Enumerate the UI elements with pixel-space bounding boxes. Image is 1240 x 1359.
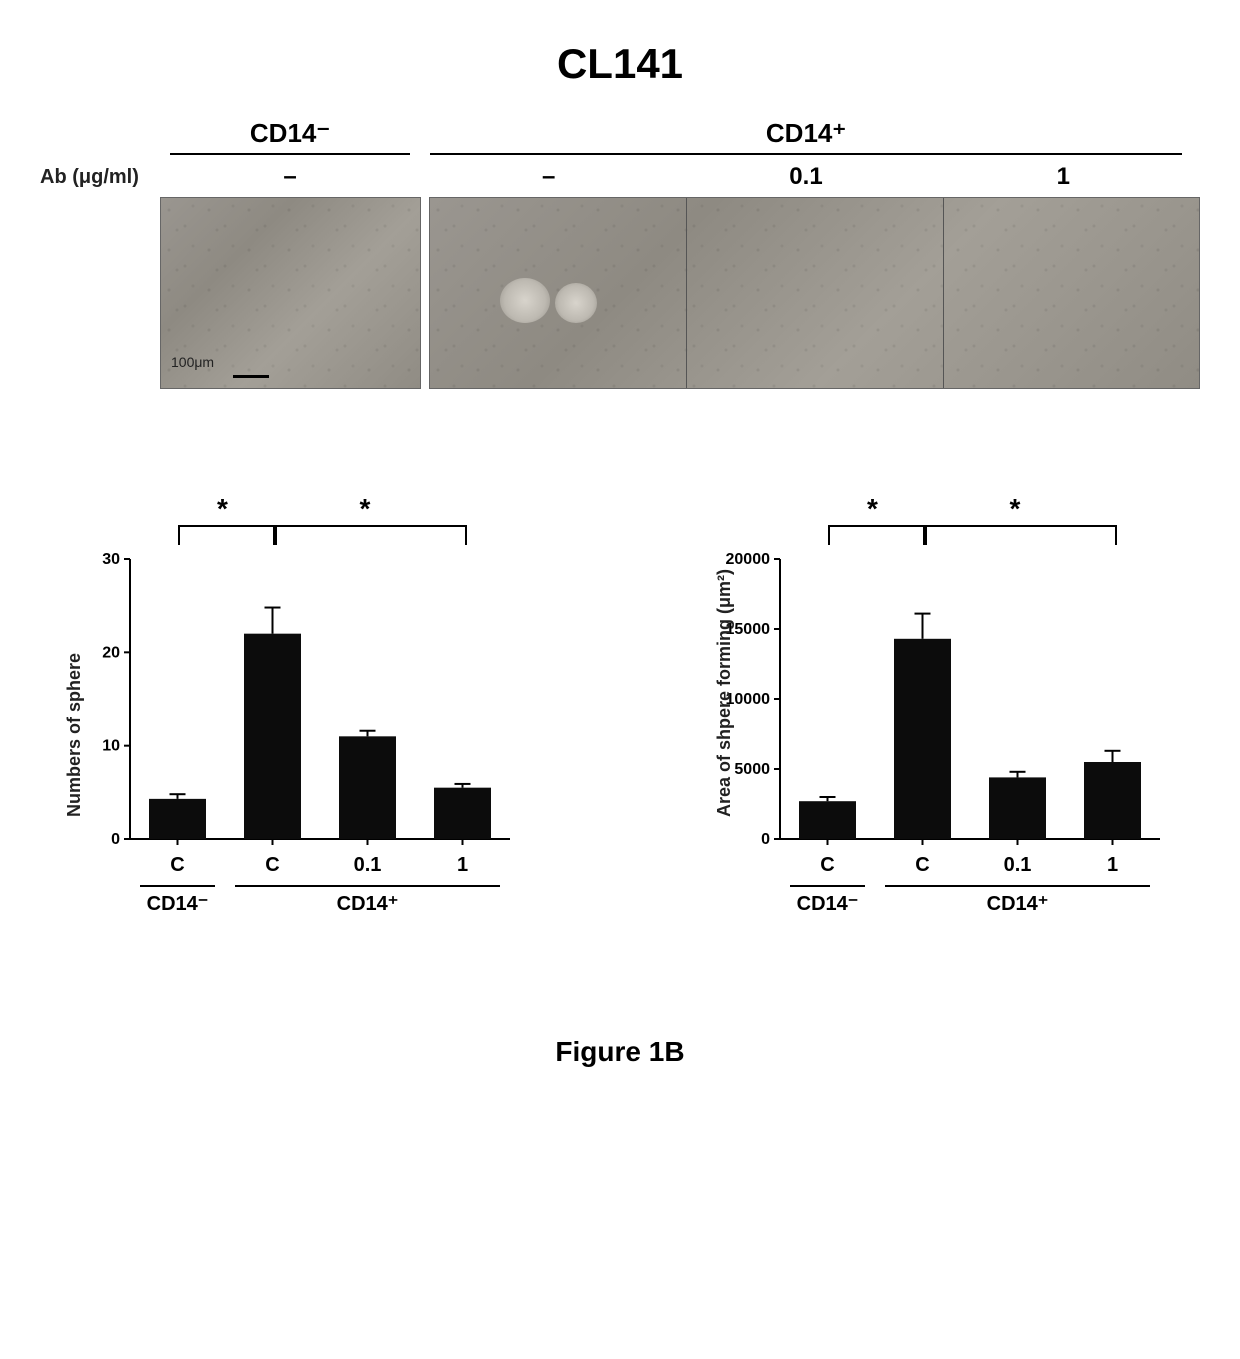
x-tick-label: 0.1: [320, 854, 415, 877]
x-group-label: CD14⁺: [225, 891, 510, 916]
x-tick-label: 0.1: [970, 854, 1065, 877]
svg-text:30: 30: [102, 551, 120, 568]
main-title: CL141: [40, 40, 1200, 88]
group-underline: [170, 153, 410, 155]
y-axis-label: Numbers of sphere: [64, 653, 85, 817]
bar-chart-svg: 05000100001500020000: [720, 549, 1170, 849]
microscopy-panel-cd14neg: 100μm: [160, 197, 421, 389]
bar: [434, 788, 491, 839]
panel-divider: [943, 198, 944, 388]
x-tick-label: C: [780, 854, 875, 877]
bar: [894, 639, 951, 839]
microscopy-group-headers: CD14⁻CD14⁺: [160, 118, 1200, 163]
svg-text:20000: 20000: [726, 551, 771, 568]
x-tick-label: 1: [415, 854, 510, 877]
charts-row: **0102030Numbers of sphereCC0.11CD14⁻CD1…: [40, 479, 1200, 916]
significance-bracket: [923, 525, 1117, 545]
scale-label: 100μm: [171, 354, 214, 370]
figure-container: CL141 CD14⁻CD14⁺ Ab (μg/ml) ––0.11 100μm…: [40, 40, 1200, 1068]
svg-text:20: 20: [102, 644, 120, 661]
figure-caption: Figure 1B: [40, 1036, 1200, 1068]
sphere-blob: [555, 283, 597, 323]
ab-row: Ab (μg/ml) ––0.11: [40, 163, 1200, 191]
significance-star: *: [867, 493, 878, 525]
group-label: CD14⁺: [420, 118, 1192, 149]
x-group-underline: [140, 885, 215, 887]
panel-divider: [686, 198, 687, 388]
significance-star: *: [360, 493, 371, 525]
significance-bracket: [178, 525, 277, 545]
microscopy-images: 100μm: [160, 197, 1200, 389]
bar: [244, 634, 301, 839]
x-tick-label: C: [225, 854, 320, 877]
bar: [1084, 762, 1141, 839]
ab-value: 1: [935, 163, 1192, 191]
svg-text:5000: 5000: [734, 761, 770, 778]
y-axis-label: Area of shpere forming (μm²): [714, 569, 735, 817]
bar: [339, 736, 396, 839]
x-group-underline: [235, 885, 500, 887]
ab-value: –: [160, 163, 420, 191]
group-header: CD14⁺: [420, 118, 1192, 163]
ab-value: –: [420, 163, 677, 191]
group-underline: [430, 153, 1182, 155]
x-tick-label: 1: [1065, 854, 1160, 877]
x-group-label: CD14⁺: [875, 891, 1160, 916]
bar: [799, 801, 856, 839]
bar-chart-svg: 0 10 20 30: [70, 549, 520, 849]
ab-label: Ab (μg/ml): [40, 166, 160, 189]
x-group-underline: [885, 885, 1150, 887]
significance-bracket: [828, 525, 927, 545]
significance-bracket: [273, 525, 467, 545]
x-group-label: CD14⁻: [780, 891, 875, 916]
x-tick-label: C: [130, 854, 225, 877]
microscopy-panel-cd14pos: [429, 197, 1200, 389]
significance-star: *: [1010, 493, 1021, 525]
ab-value: 0.1: [677, 163, 934, 191]
group-header: CD14⁻: [160, 118, 420, 163]
significance-star: *: [217, 493, 228, 525]
svg-text:0: 0: [111, 831, 120, 848]
chart-area-of-sphere: **05000100001500020000Area of shpere for…: [720, 479, 1170, 916]
bar: [149, 799, 206, 839]
scale-bar: [233, 375, 269, 378]
ab-values: ––0.11: [160, 163, 1200, 191]
x-tick-label: C: [875, 854, 970, 877]
svg-text:0: 0: [761, 831, 770, 848]
x-group-label: CD14⁻: [130, 891, 225, 916]
svg-text:10: 10: [102, 738, 120, 755]
sphere-blob: [500, 278, 550, 323]
chart-numbers-of-sphere: **0102030Numbers of sphereCC0.11CD14⁻CD1…: [70, 479, 520, 916]
bar: [989, 777, 1046, 839]
group-label: CD14⁻: [160, 118, 420, 149]
x-group-underline: [790, 885, 865, 887]
